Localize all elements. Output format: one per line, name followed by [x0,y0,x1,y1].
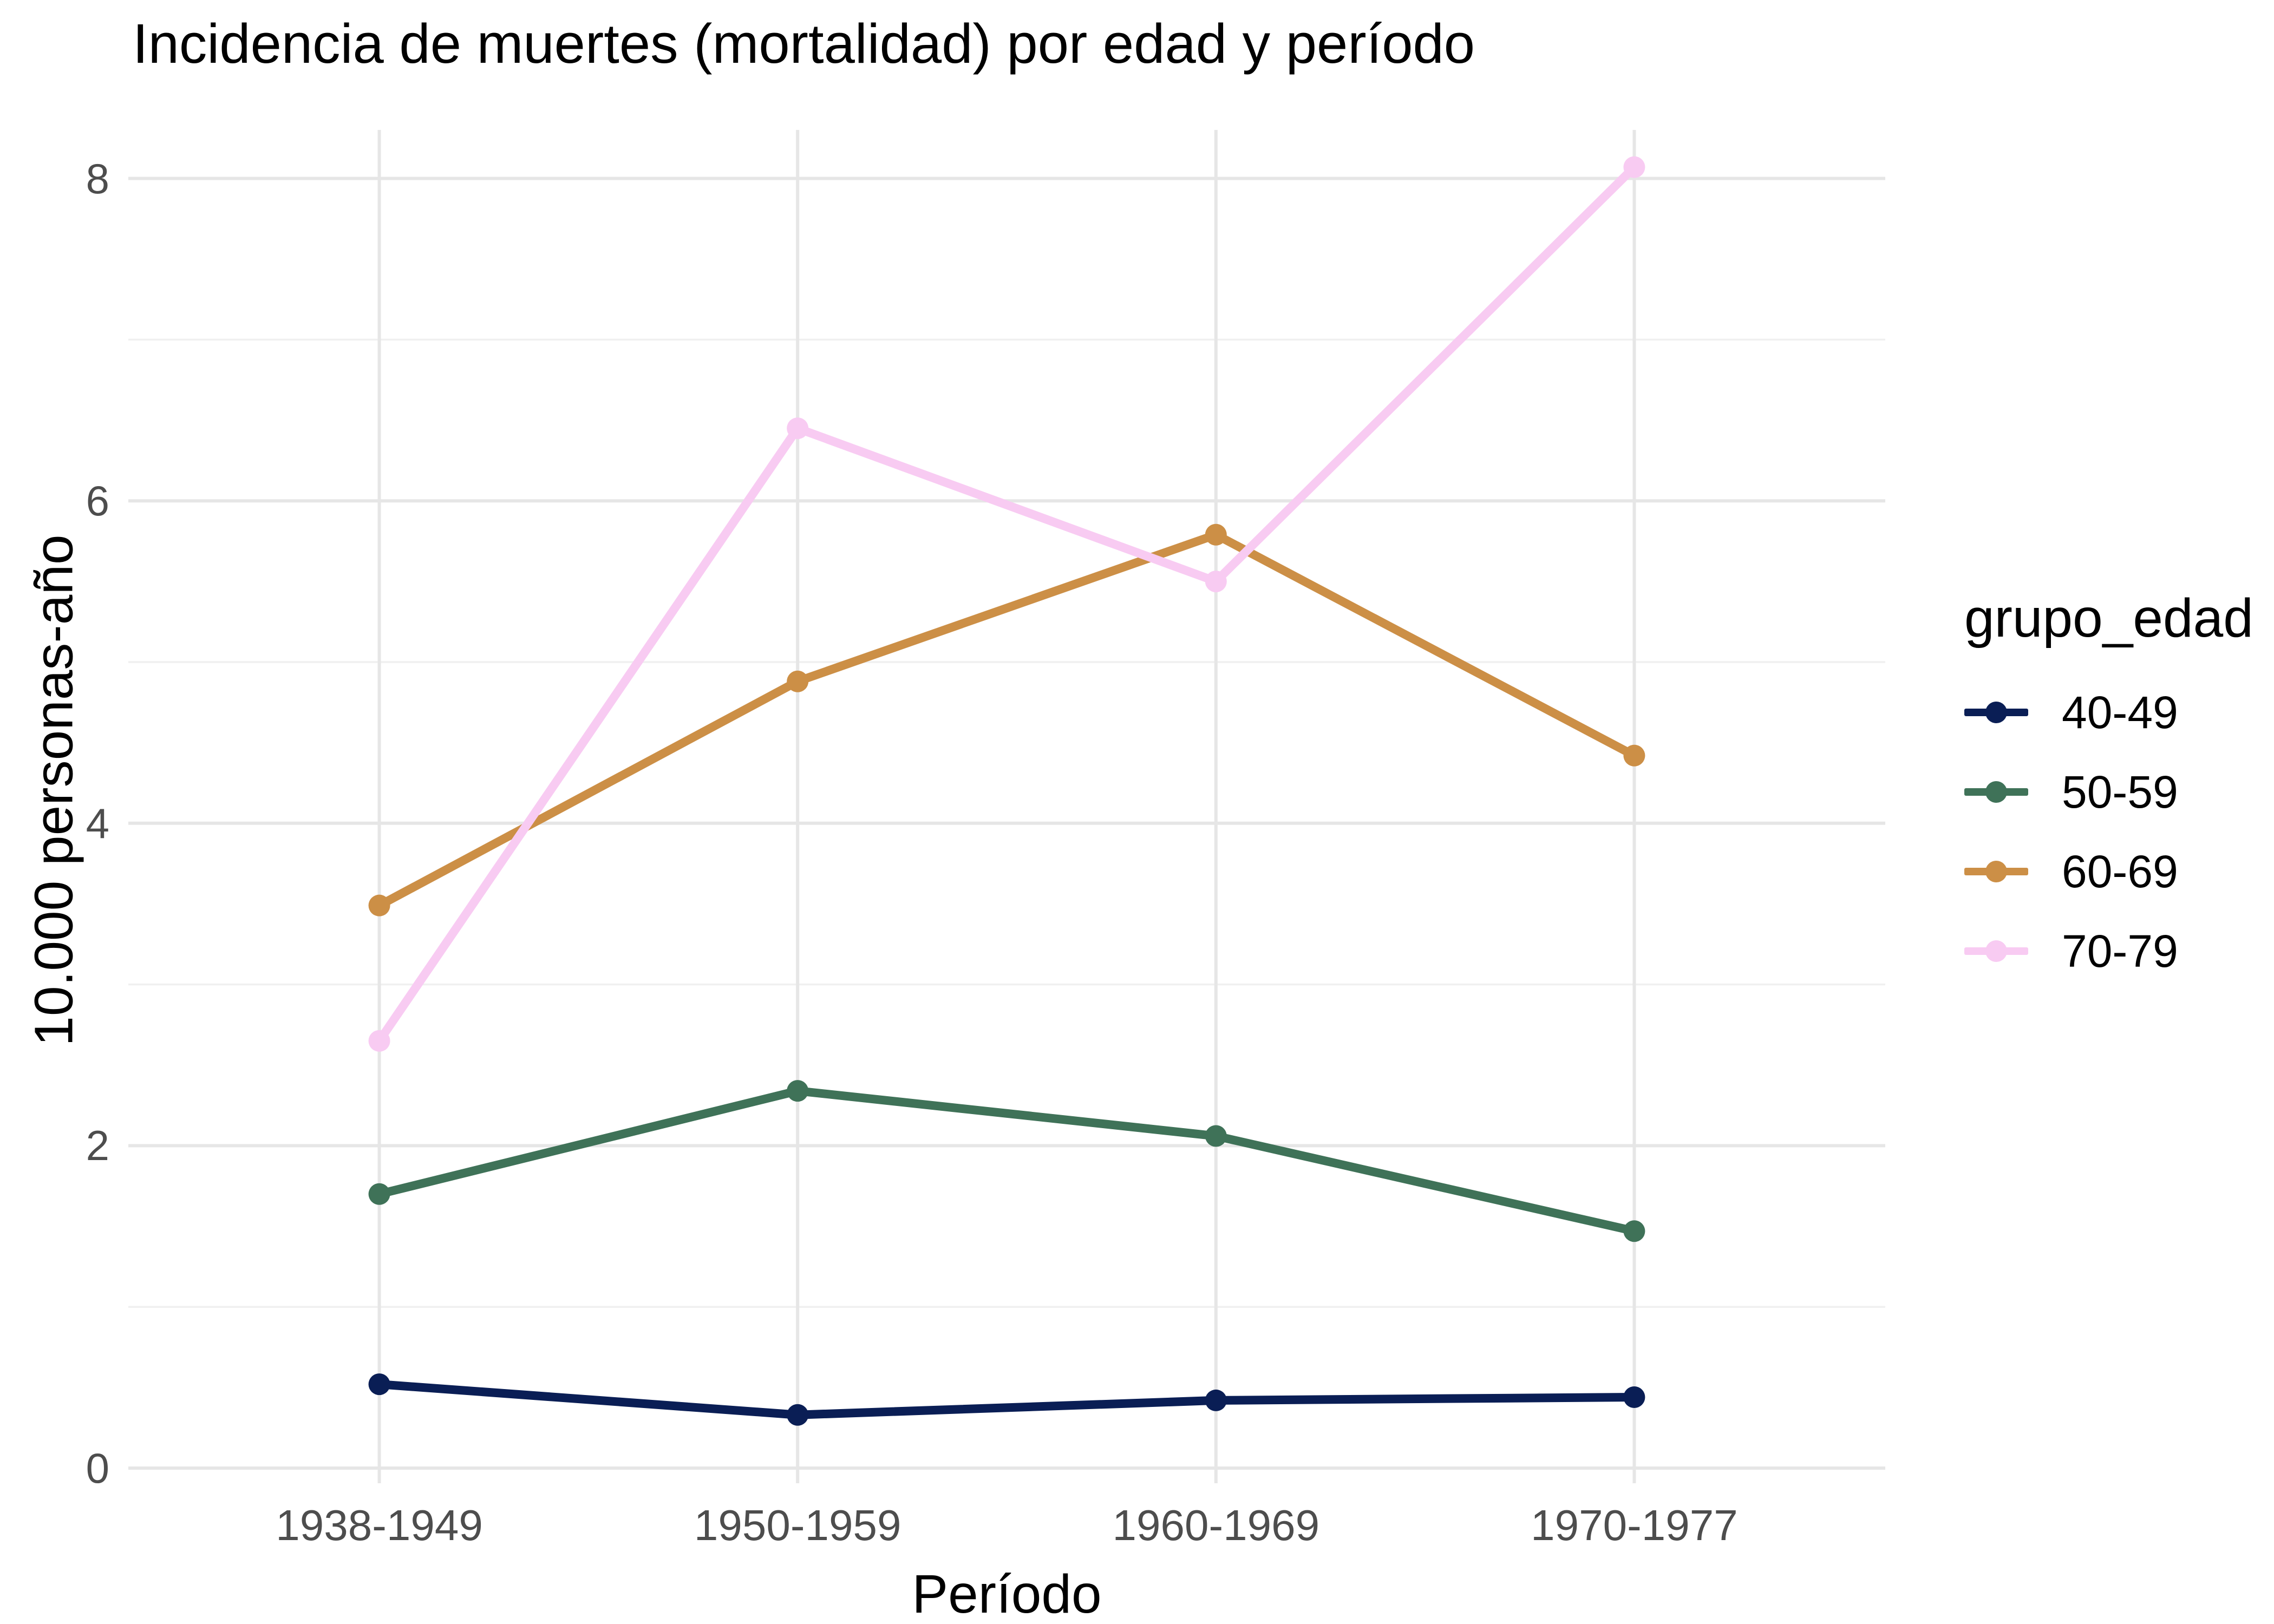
data-point-40-49 [1205,1389,1227,1411]
x-tick-label: 1960-1969 [1112,1501,1320,1549]
y-tick-label: 6 [86,477,109,525]
data-point-70-79 [1205,571,1227,593]
plot-panel [128,130,1885,1483]
x-tick-label: 1950-1959 [694,1501,901,1549]
series-line-60-69 [377,530,1637,909]
legend-swatch [1964,939,2028,963]
legend-item-70-79: 70-79 [1964,911,2253,991]
data-point-60-69 [1205,523,1227,546]
legend: grupo_edad 40-49 50-59 60-69 70-79 [1964,587,2253,991]
series-line-50-59 [378,1086,1636,1236]
legend-key-point-icon [1985,701,2007,723]
x-tick-label: 1970-1977 [1531,1501,1738,1549]
data-point-40-49 [787,1404,809,1426]
legend-item-40-49: 40-49 [1964,672,2253,752]
plot-panel-svg [128,130,1885,1483]
legend-swatch [1964,780,2028,804]
legend-key-point-icon [1985,940,2007,962]
data-point-70-79 [1623,156,1645,178]
data-point-40-49 [368,1373,390,1396]
data-point-60-69 [787,670,809,692]
data-point-50-59 [368,1183,390,1205]
data-point-60-69 [368,894,390,916]
data-point-70-79 [787,417,809,440]
series-line-40-49 [378,1380,1635,1419]
chart-title: Incidencia de muertes (mortalidad) por e… [133,12,1475,75]
legend-item-label: 40-49 [2062,686,2178,738]
data-point-70-79 [368,1030,390,1052]
legend-item-label: 50-59 [2062,766,2178,817]
legend-swatch [1964,700,2028,724]
data-point-50-59 [1205,1125,1227,1147]
y-tick-label: 0 [86,1444,109,1492]
legend-key-point-icon [1985,781,2007,803]
legend-swatch [1964,860,2028,883]
legend-item-label: 60-69 [2062,846,2178,897]
legend-item-60-69: 60-69 [1964,831,2253,911]
y-tick-label: 2 [86,1122,109,1170]
legend-key-point-icon [1985,860,2007,882]
data-point-50-59 [1623,1220,1645,1242]
data-point-50-59 [787,1080,809,1102]
y-tick-label: 8 [86,154,109,202]
legend-title: grupo_edad [1964,588,2253,649]
data-point-60-69 [1623,744,1645,767]
legend-items: 40-49 50-59 60-69 70-79 [1964,672,2253,991]
x-axis-title: Período [912,1564,1102,1624]
y-tick-label: 4 [86,799,109,847]
series-line-70-79 [375,164,1638,1044]
y-axis-title: 10.000 personas-año [23,534,84,1046]
legend-item-50-59: 50-59 [1964,752,2253,831]
x-tick-label: 1938-1949 [276,1501,483,1549]
legend-item-label: 70-79 [2062,925,2178,977]
data-point-40-49 [1623,1386,1645,1408]
